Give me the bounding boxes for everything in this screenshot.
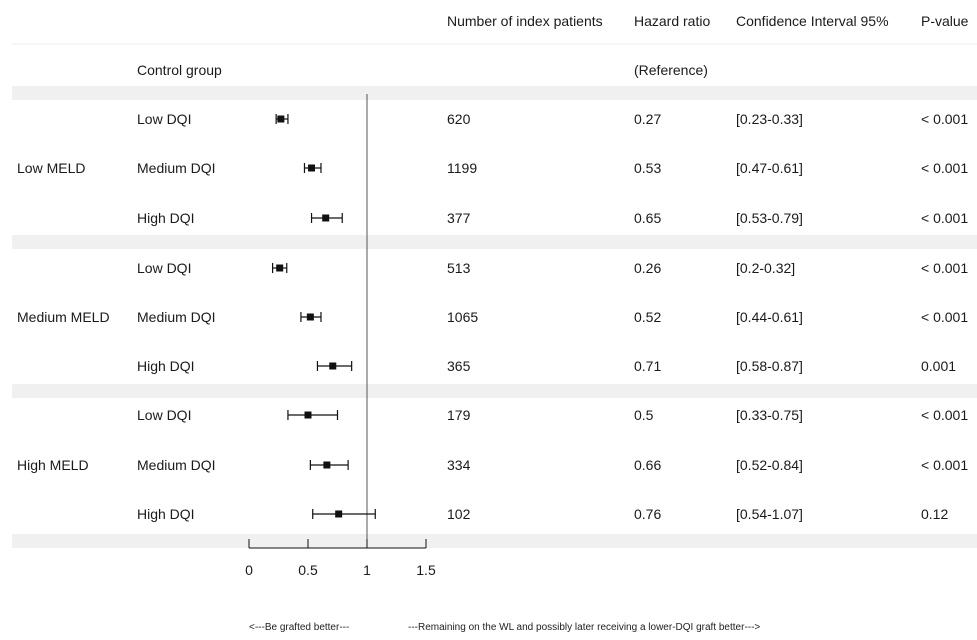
patients-value: 1065 bbox=[447, 309, 479, 325]
row-label: Low DQI bbox=[137, 260, 192, 276]
control-group-label: Control group bbox=[137, 62, 222, 78]
patients-value: 513 bbox=[447, 260, 471, 276]
hazard-ratio-value: 0.66 bbox=[634, 457, 662, 473]
footer-right-direction: ---Remaining on the WL and possibly late… bbox=[408, 622, 761, 633]
p-value: 0.001 bbox=[921, 358, 957, 374]
row-label: High DQI bbox=[137, 210, 195, 226]
p-value: < 0.001 bbox=[921, 210, 969, 226]
p-value: < 0.001 bbox=[921, 160, 969, 176]
ci-value: [0.58-0.87] bbox=[736, 358, 803, 374]
ci-value: [0.53-0.79] bbox=[736, 210, 803, 226]
header-confidence-interval: Confidence Interval 95% bbox=[736, 13, 889, 29]
ci-value: [0.54-1.07] bbox=[736, 506, 803, 522]
hazard-ratio-point bbox=[323, 461, 331, 469]
group-band bbox=[12, 534, 977, 548]
ci-value: [0.44-0.61] bbox=[736, 309, 803, 325]
hazard-ratio-point bbox=[335, 510, 343, 518]
x-tick-label: 0.5 bbox=[298, 562, 318, 578]
patients-value: 1199 bbox=[447, 160, 478, 176]
row-label: Medium DQI bbox=[137, 309, 216, 325]
hazard-ratio-value: 0.65 bbox=[634, 210, 662, 226]
group-band bbox=[12, 384, 977, 398]
hazard-ratio-value: 0.76 bbox=[634, 506, 662, 522]
p-value: 0.12 bbox=[921, 506, 949, 522]
hazard-ratio-point bbox=[329, 362, 337, 370]
group-band bbox=[12, 235, 977, 249]
patients-value: 334 bbox=[447, 457, 471, 473]
hazard-ratio-value: 0.53 bbox=[634, 160, 662, 176]
header-number-of-patients: Number of index patients bbox=[447, 13, 603, 29]
group-label: High MELD bbox=[17, 457, 89, 473]
patients-value: 365 bbox=[447, 358, 471, 374]
group-label: Low MELD bbox=[17, 160, 86, 176]
hazard-ratio-value: 0.27 bbox=[634, 111, 662, 127]
ci-value: [0.52-0.84] bbox=[736, 457, 803, 473]
group-band bbox=[12, 86, 977, 100]
hazard-ratio-value: 0.5 bbox=[634, 407, 654, 423]
row-label: Medium DQI bbox=[137, 160, 216, 176]
p-value: < 0.001 bbox=[921, 457, 969, 473]
row-label: High DQI bbox=[137, 358, 195, 374]
hazard-ratio-point bbox=[306, 313, 314, 321]
x-tick-label: 1.5 bbox=[416, 562, 436, 578]
row-label: High DQI bbox=[137, 506, 195, 522]
patients-value: 620 bbox=[447, 111, 471, 127]
ci-value: [0.47-0.61] bbox=[736, 160, 803, 176]
patients-value: 179 bbox=[447, 407, 471, 423]
p-value: < 0.001 bbox=[921, 309, 969, 325]
ci-value: [0.33-0.75] bbox=[736, 407, 803, 423]
x-tick-label: 1 bbox=[363, 562, 371, 578]
row-label: Low DQI bbox=[137, 111, 192, 127]
hazard-ratio-value: 0.26 bbox=[634, 260, 662, 276]
p-value: < 0.001 bbox=[921, 111, 969, 127]
header-hazard-ratio: Hazard ratio bbox=[634, 13, 711, 29]
hazard-ratio-value: 0.71 bbox=[634, 358, 662, 374]
hazard-ratio-point bbox=[276, 264, 284, 272]
footer-left-direction: <---Be grafted better--- bbox=[249, 622, 350, 633]
group-label: Medium MELD bbox=[17, 309, 110, 325]
patients-value: 102 bbox=[447, 506, 471, 522]
ci-value: [0.23-0.33] bbox=[736, 111, 803, 127]
x-tick-label: 0 bbox=[245, 562, 253, 578]
hazard-ratio-point bbox=[308, 164, 316, 172]
p-value: < 0.001 bbox=[921, 407, 969, 423]
control-group-reference: (Reference) bbox=[634, 62, 708, 78]
p-value: < 0.001 bbox=[921, 260, 969, 276]
hazard-ratio-point bbox=[277, 115, 285, 123]
ci-value: [0.2-0.32] bbox=[736, 260, 796, 276]
hazard-ratio-point bbox=[322, 214, 330, 222]
patients-value: 377 bbox=[447, 210, 471, 226]
hazard-ratio-point bbox=[304, 411, 312, 419]
row-label: Low DQI bbox=[137, 407, 192, 423]
header-p-value: P-value bbox=[921, 13, 969, 29]
row-label: Medium DQI bbox=[137, 457, 216, 473]
hazard-ratio-value: 0.52 bbox=[634, 309, 662, 325]
